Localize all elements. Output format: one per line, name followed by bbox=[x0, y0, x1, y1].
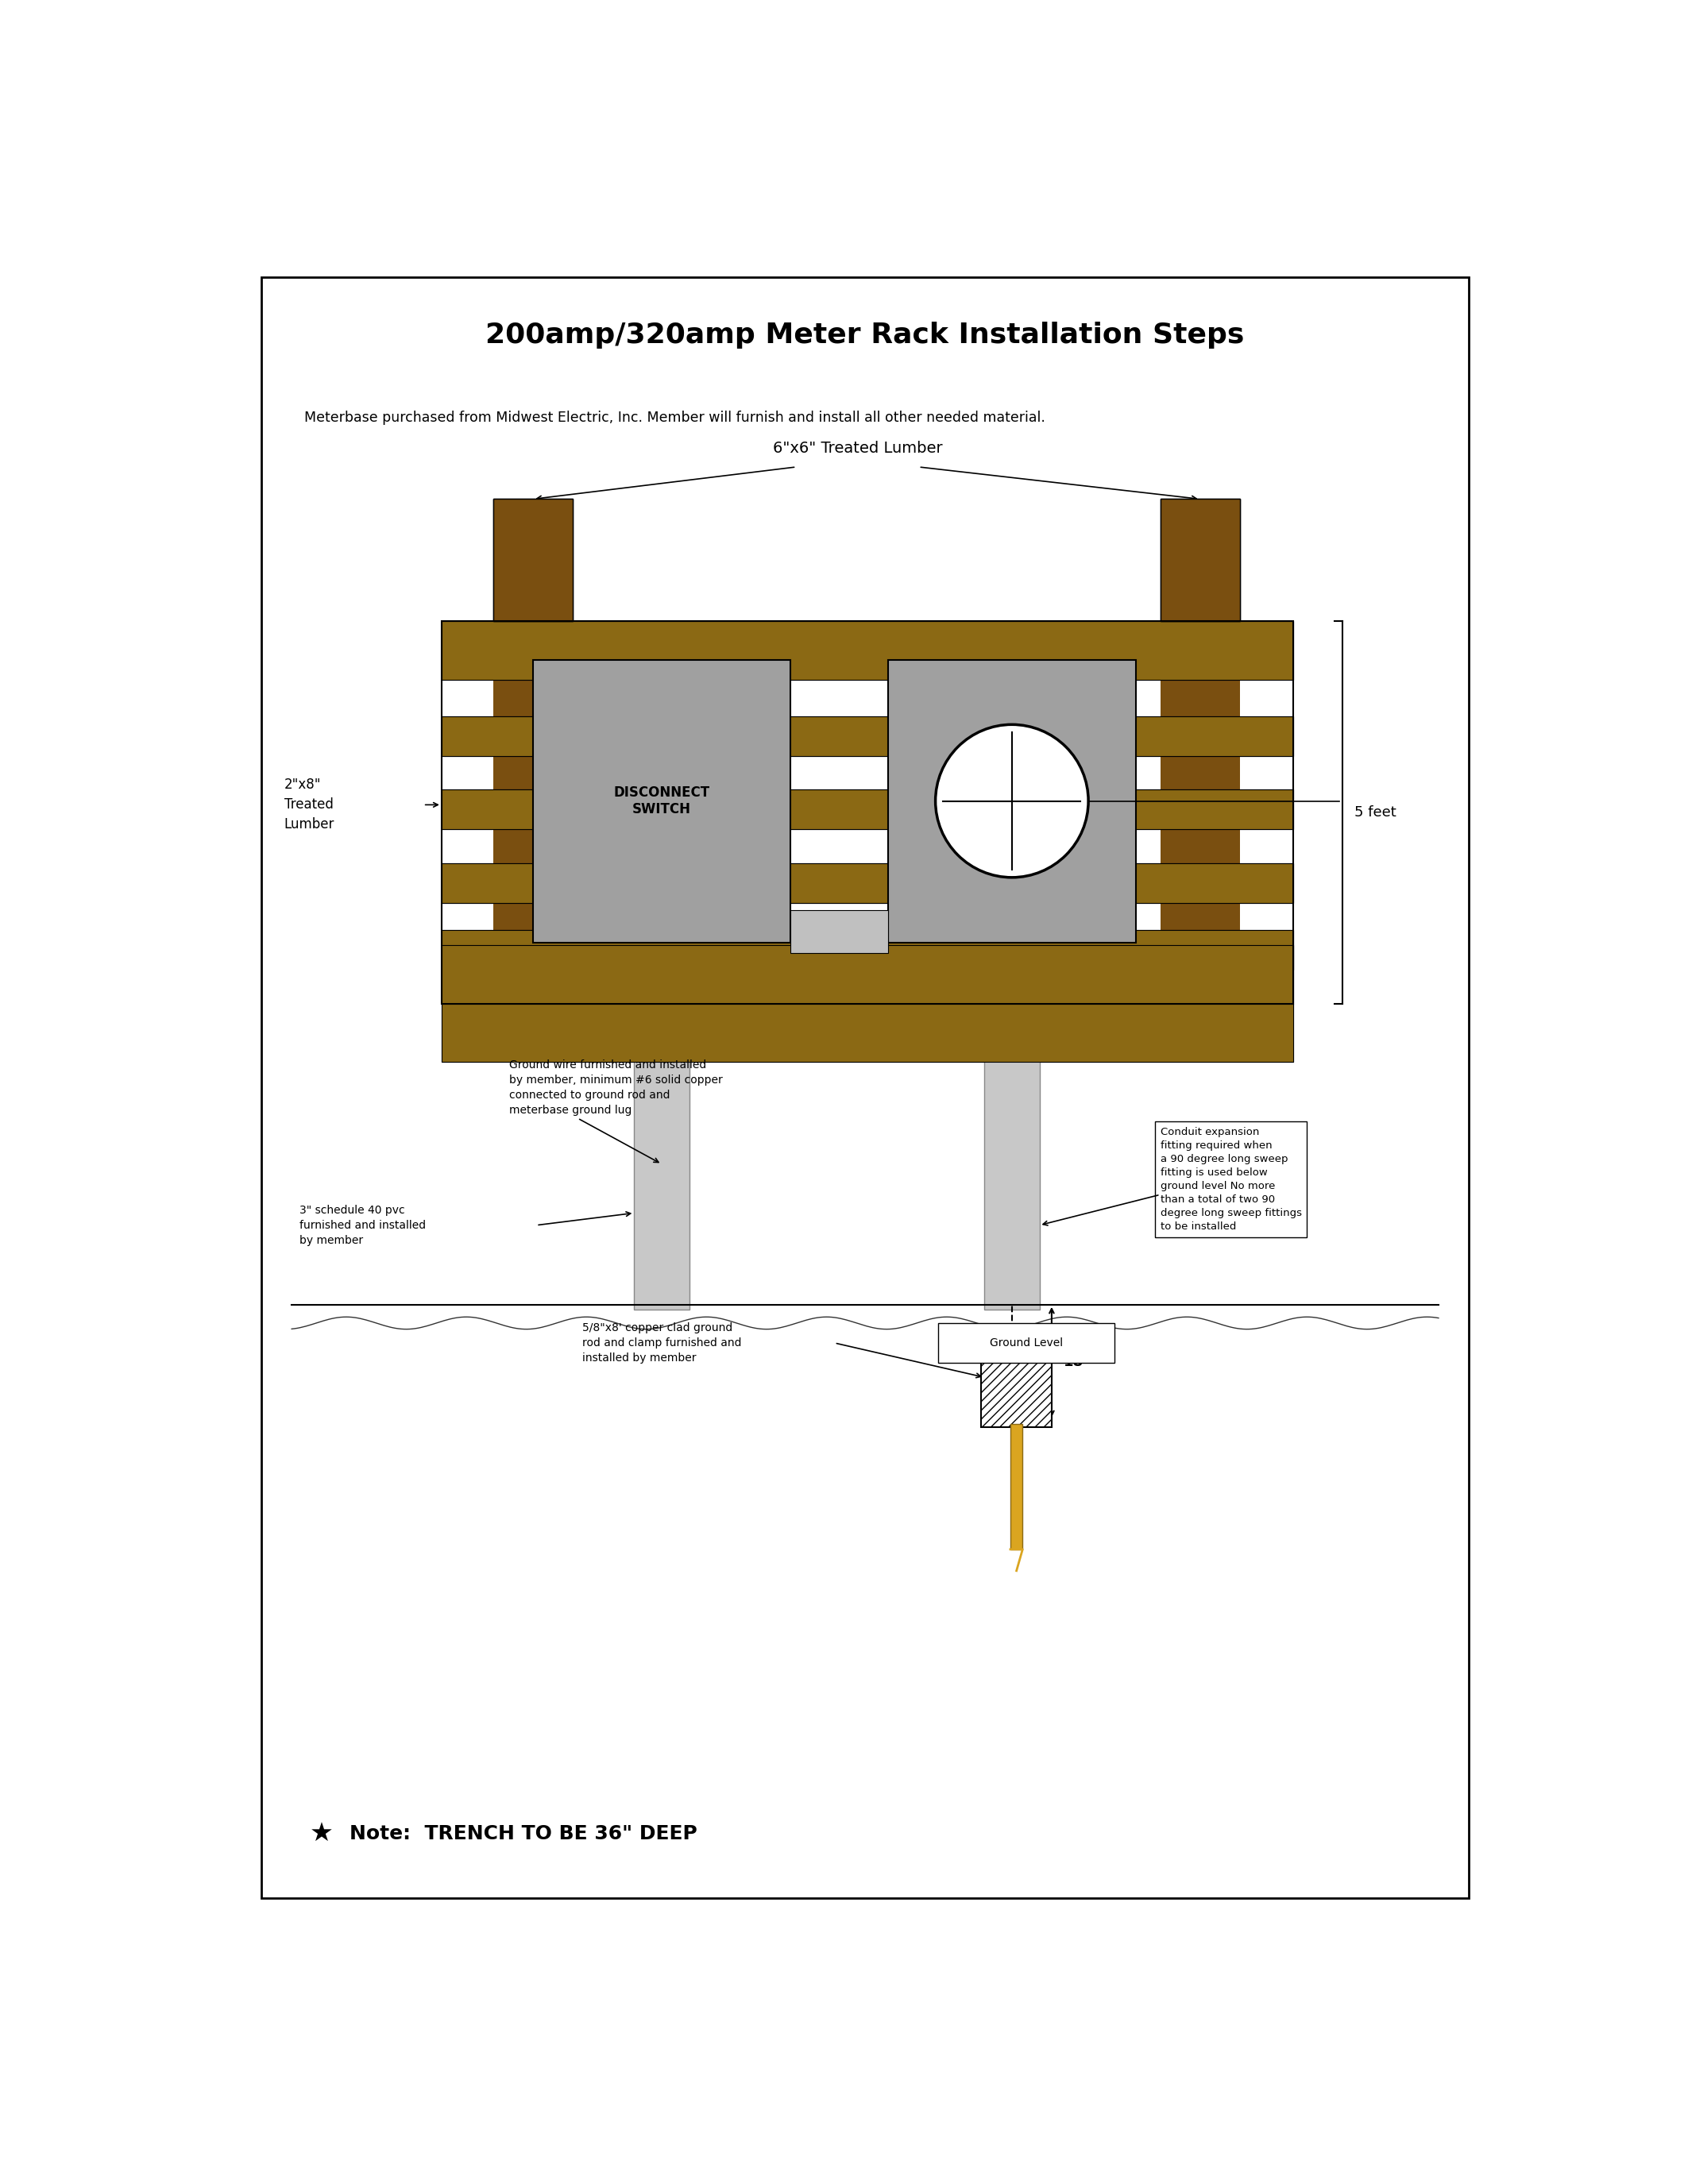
Text: Note:  TRENCH TO BE 36" DEEP: Note: TRENCH TO BE 36" DEEP bbox=[349, 1824, 697, 1843]
Bar bbox=[442, 791, 1293, 830]
Bar bbox=[493, 500, 572, 622]
Text: Conduit expansion
fitting required when
a 90 degree long sweep
fitting is used b: Conduit expansion fitting required when … bbox=[1160, 1127, 1301, 1232]
Text: ★: ★ bbox=[311, 1821, 334, 1848]
Bar bbox=[442, 1002, 1293, 1061]
Bar bbox=[981, 1328, 1052, 1426]
Bar bbox=[442, 622, 1293, 1005]
Bar bbox=[442, 863, 1293, 902]
Text: 5/8"x8' copper clad ground
rod and clamp furnished and
installed by member: 5/8"x8' copper clad ground rod and clamp… bbox=[582, 1321, 741, 1363]
Bar bbox=[493, 500, 572, 622]
Bar bbox=[442, 863, 1293, 902]
Bar bbox=[1160, 622, 1239, 1005]
Bar bbox=[939, 1324, 1114, 1363]
Bar bbox=[442, 791, 1293, 830]
Bar bbox=[442, 1002, 1293, 1061]
Bar bbox=[442, 620, 1293, 679]
Circle shape bbox=[935, 725, 1089, 878]
Bar bbox=[533, 660, 790, 943]
Bar bbox=[1160, 500, 1239, 622]
Text: 18": 18" bbox=[1063, 1354, 1092, 1369]
Bar bbox=[442, 620, 1293, 679]
Bar bbox=[888, 660, 1136, 943]
Bar bbox=[1160, 500, 1239, 622]
Bar bbox=[984, 943, 1040, 1310]
Bar bbox=[442, 946, 1293, 1005]
Bar bbox=[442, 716, 1293, 756]
Text: Ground wire furnished and installed
by member, minimum #6 solid copper
connected: Ground wire furnished and installed by m… bbox=[508, 1059, 722, 1116]
Text: Meterbase purchased from Midwest Electric, Inc. Member will furnish and install : Meterbase purchased from Midwest Electri… bbox=[304, 411, 1045, 426]
Text: DISCONNECT
SWITCH: DISCONNECT SWITCH bbox=[614, 786, 711, 817]
Bar bbox=[442, 930, 1293, 970]
Bar bbox=[1011, 1424, 1023, 1548]
Text: 3" schedule 40 pvc
furnished and installed
by member: 3" schedule 40 pvc furnished and install… bbox=[299, 1206, 425, 1245]
Text: 200amp/320amp Meter Rack Installation Steps: 200amp/320amp Meter Rack Installation St… bbox=[486, 321, 1244, 349]
Bar bbox=[790, 911, 888, 952]
Bar bbox=[442, 946, 1293, 1005]
Bar bbox=[493, 622, 572, 1005]
Text: 2"x8"
Treated
Lumber: 2"x8" Treated Lumber bbox=[284, 778, 334, 832]
Text: 6"x6" Treated Lumber: 6"x6" Treated Lumber bbox=[773, 441, 942, 456]
Bar bbox=[442, 930, 1293, 970]
Text: 5 feet: 5 feet bbox=[1354, 806, 1396, 819]
Bar bbox=[442, 716, 1293, 756]
Text: Ground Level: Ground Level bbox=[989, 1337, 1063, 1348]
Bar bbox=[635, 943, 689, 1310]
